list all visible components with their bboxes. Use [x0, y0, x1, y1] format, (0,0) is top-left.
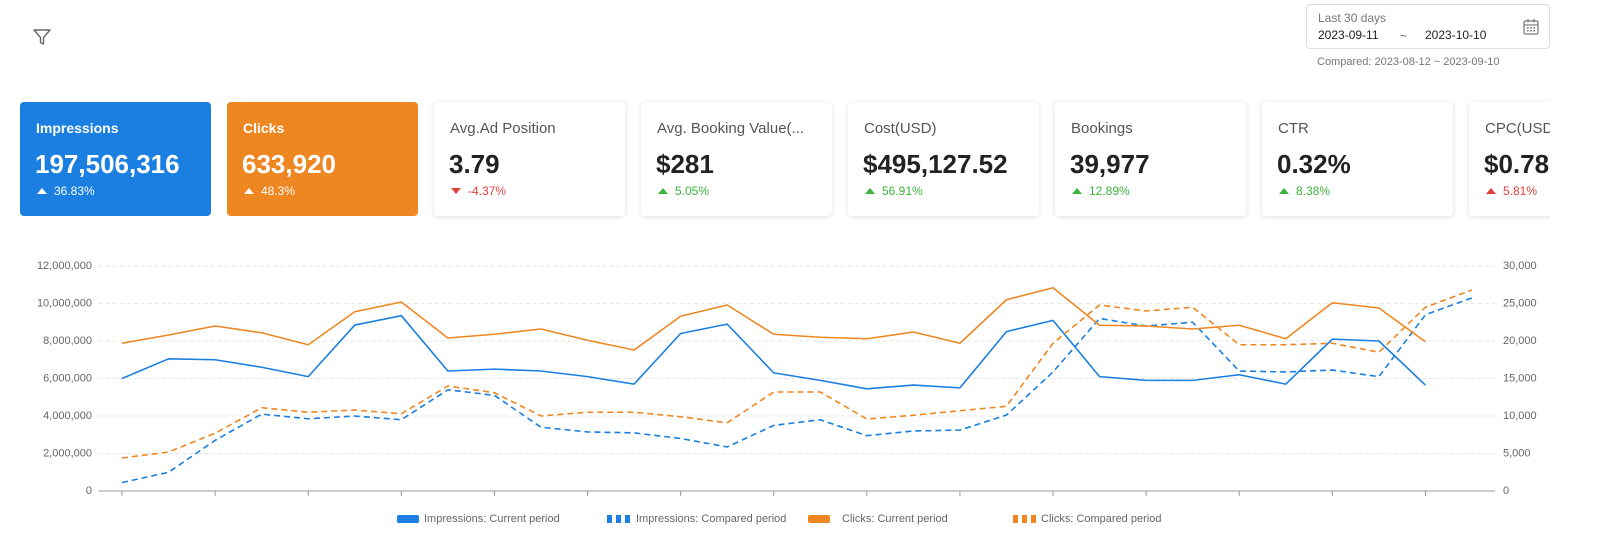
- series-line: [121, 286, 1426, 351]
- date-picker[interactable]: Last 30 days 2023-09-11 ~ 2023-10-10: [1306, 4, 1550, 49]
- filter-icon[interactable]: [32, 27, 52, 47]
- trend-arrow: [451, 188, 461, 194]
- legend-label: Clicks: Current period: [842, 513, 948, 525]
- metric-change: 12.89%: [1072, 184, 1130, 198]
- change-text: -4.37%: [468, 184, 507, 198]
- y-tick-label: 8,000,000: [43, 335, 92, 347]
- legend-swatch: [607, 515, 612, 523]
- metric-card[interactable]: CTR 0.32% 8.38%: [1262, 102, 1453, 216]
- metric-value: 39,977: [1070, 149, 1150, 179]
- change-text: 56.91%: [882, 184, 923, 198]
- metric-name: Avg. Booking Value(...: [657, 120, 805, 137]
- series-line: [121, 297, 1473, 484]
- metric-change: 56.91%: [865, 184, 923, 198]
- metric-card[interactable]: Clicks 633,920 48.3%: [227, 102, 418, 216]
- trend-arrow: [1279, 188, 1289, 194]
- metric-change: -4.37%: [451, 184, 506, 198]
- y2-tick-label: 10,000: [1503, 410, 1537, 422]
- legend-swatch: [808, 515, 830, 523]
- metric-card[interactable]: Avg.Ad Position 3.79 -4.37%: [434, 102, 625, 216]
- trend-arrow: [865, 188, 875, 194]
- metric-name: Impressions: [36, 120, 119, 136]
- change-text: 48.3%: [261, 184, 296, 198]
- legend-label: Clicks: Compared period: [1041, 513, 1161, 525]
- series-line: [121, 314, 1426, 390]
- metric-name: Avg.Ad Position: [450, 120, 556, 137]
- metric-name: CPC(USD): [1485, 120, 1550, 137]
- end-date: 2023-10-10: [1425, 28, 1487, 42]
- change-text: 8.38%: [1296, 184, 1331, 198]
- y2-tick-label: 5,000: [1503, 447, 1531, 459]
- metric-change: 8.38%: [1279, 184, 1330, 198]
- legend-swatch: [397, 515, 419, 523]
- legend-swatch: [625, 515, 630, 523]
- y-tick-label: 2,000,000: [43, 447, 92, 459]
- y-tick-label: 6,000,000: [43, 372, 92, 384]
- change-text: 5.05%: [675, 184, 710, 198]
- metric-change: 48.3%: [244, 184, 295, 198]
- change-text: 12.89%: [1089, 184, 1130, 198]
- change-text: 5.81%: [1503, 184, 1538, 198]
- trend-arrow: [1486, 188, 1496, 194]
- legend-label: Impressions: Compared period: [636, 513, 786, 525]
- metric-card[interactable]: Avg. Booking Value(... $281 5.05%: [641, 102, 832, 216]
- metric-value: $495,127.52: [863, 149, 1008, 179]
- trend-arrow: [244, 188, 254, 194]
- metric-value: 3.79: [449, 149, 500, 179]
- metric-value: 633,920: [242, 149, 336, 179]
- trend-arrow: [658, 188, 668, 194]
- legend-swatch: [1022, 515, 1027, 523]
- metric-value: 0.32%: [1277, 149, 1351, 179]
- legend-swatch: [1013, 515, 1018, 523]
- metric-card[interactable]: Bookings 39,977 12.89%: [1055, 102, 1246, 216]
- metric-change: 5.05%: [658, 184, 709, 198]
- legend-swatch: [1031, 515, 1036, 523]
- metric-change: 5.81%: [1486, 184, 1537, 198]
- trend-arrow: [37, 188, 47, 194]
- metric-value: 197,506,316: [35, 149, 180, 179]
- start-date: 2023-09-11: [1318, 28, 1379, 42]
- y2-tick-label: 0: [1503, 485, 1509, 497]
- trend-arrow: [1072, 188, 1082, 194]
- y-tick-label: 0: [86, 485, 92, 497]
- range-label: Last 30 days: [1318, 11, 1387, 25]
- metric-name: Bookings: [1071, 120, 1133, 137]
- y-tick-label: 4,000,000: [43, 410, 92, 422]
- separator: ~: [1400, 29, 1408, 43]
- y2-tick-label: 30,000: [1503, 260, 1537, 272]
- change-text: 36.83%: [54, 184, 95, 198]
- metric-name: Cost(USD): [864, 120, 937, 137]
- metric-card[interactable]: CPC(USD) $0.78 5.81%: [1469, 102, 1550, 216]
- metric-change: 36.83%: [37, 184, 95, 198]
- y-tick-label: 12,000,000: [37, 260, 92, 272]
- chart: 0 2,000,000 4,000,000 6,000,000 8,000,000 10,…: [37, 260, 1537, 525]
- y2-tick-label: 20,000: [1503, 335, 1537, 347]
- metric-value: $281: [656, 149, 714, 179]
- y-tick-label: 10,000,000: [37, 297, 92, 309]
- y2-tick-label: 15,000: [1503, 372, 1537, 384]
- metric-name: Clicks: [243, 120, 285, 136]
- series-line: [121, 289, 1473, 459]
- metric-value: $0.78: [1484, 149, 1550, 179]
- metric-name: CTR: [1278, 120, 1309, 137]
- calendar-icon: [1523, 19, 1539, 35]
- legend-label: Impressions: Current period: [424, 513, 560, 525]
- y2-tick-label: 25,000: [1503, 297, 1537, 309]
- legend-swatch: [616, 515, 621, 523]
- metric-card[interactable]: Cost(USD) $495,127.52 56.91%: [848, 102, 1039, 216]
- compared-range: Compared: 2023-08-12 ~ 2023-09-10: [1317, 56, 1500, 68]
- metric-card[interactable]: Impressions 197,506,316 36.83%: [20, 102, 211, 216]
- metric-cards: Impressions 197,506,316 36.83% Clicks 633,92…: [0, 96, 1550, 226]
